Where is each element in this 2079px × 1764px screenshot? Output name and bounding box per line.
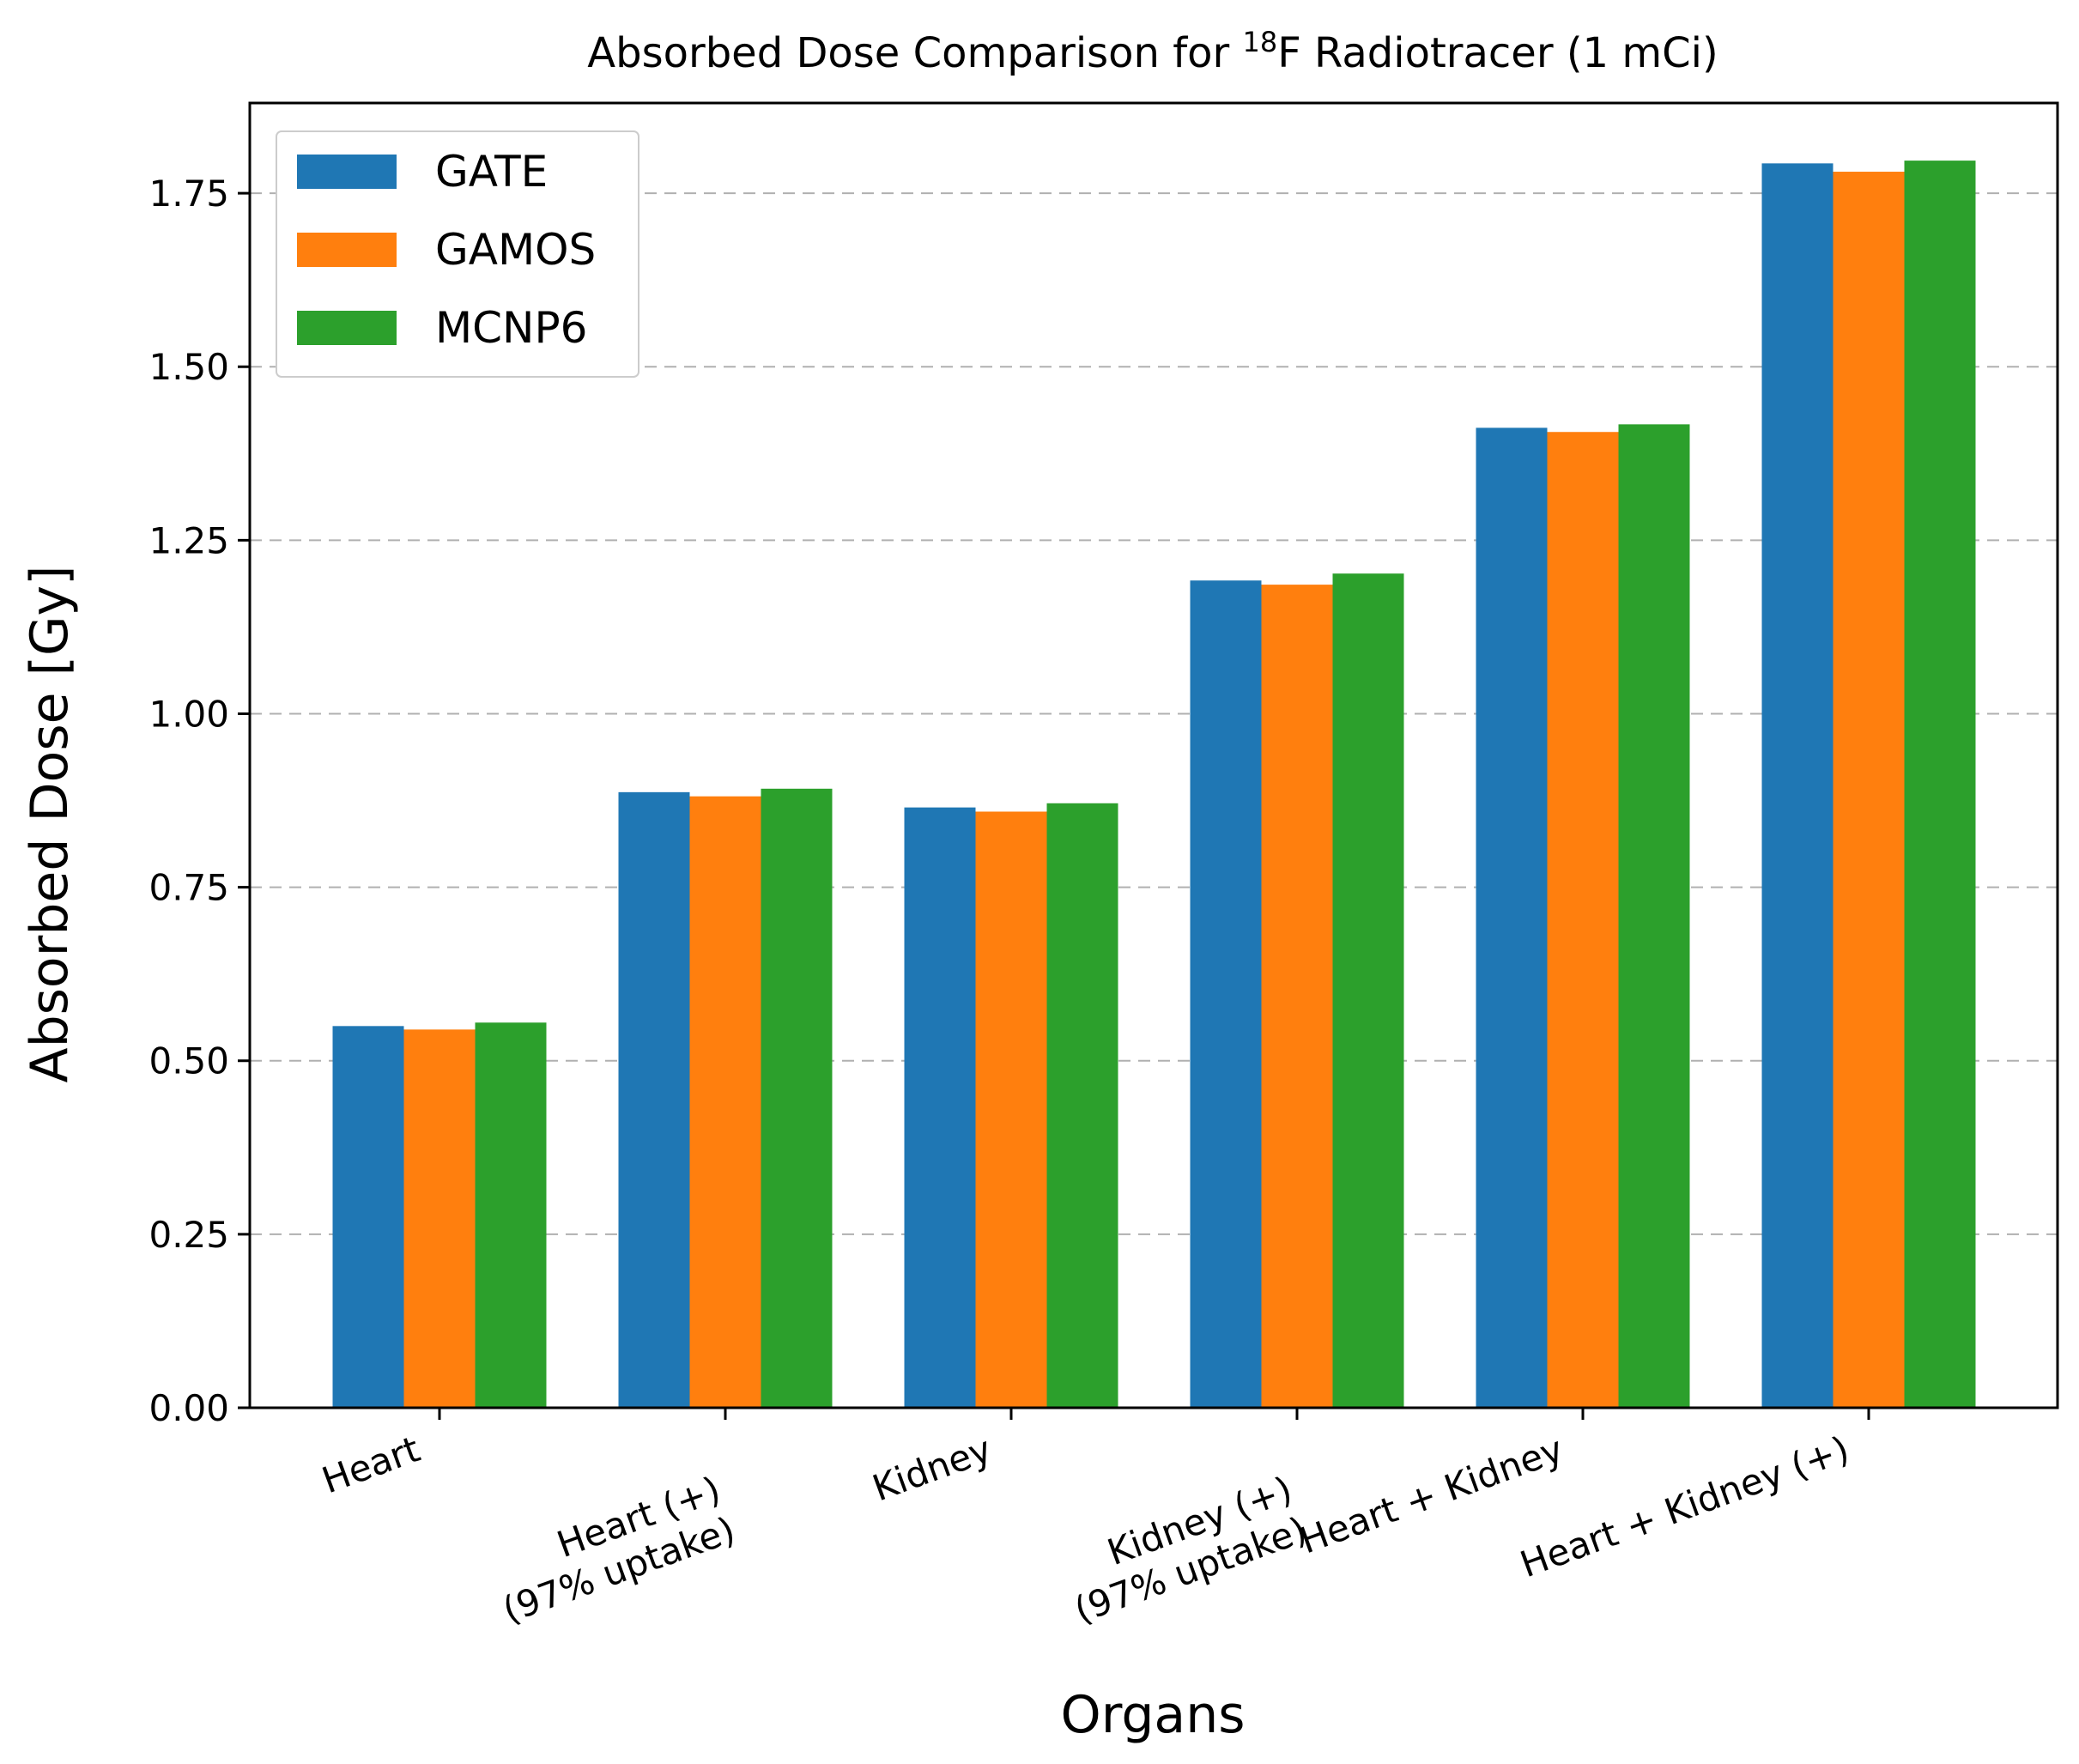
- legend-swatch-gamos: [297, 233, 397, 267]
- x-tick-label-line: Kidney: [867, 1428, 997, 1509]
- chart-title-suffix: F Radiotracer (1 mCi): [1277, 29, 1718, 77]
- bar-gate: [1190, 580, 1262, 1408]
- x-tick-label: Heart: [317, 1428, 426, 1501]
- legend-swatch-mcnp6: [297, 311, 397, 345]
- bars: [332, 161, 1976, 1409]
- bar-gamos: [1261, 585, 1333, 1408]
- bar-gamos: [689, 796, 761, 1408]
- bar-gate: [332, 1026, 404, 1408]
- bar-gate: [1476, 427, 1548, 1409]
- x-tick-label-line: Heart: [317, 1428, 426, 1501]
- y-tick-label: 1.25: [148, 519, 229, 561]
- chart-title: Absorbed Dose Comparison for 18F Radiotr…: [587, 26, 1718, 77]
- y-tick-label: 0.00: [148, 1387, 229, 1429]
- bar-gamos: [975, 811, 1047, 1408]
- bar-gamos: [1547, 432, 1619, 1409]
- legend: GATE GAMOS MCNP6: [276, 130, 639, 378]
- bar-mcnp6: [1618, 424, 1690, 1408]
- chart-title-prefix: Absorbed Dose Comparison for: [587, 29, 1242, 77]
- bar-mcnp6: [1332, 573, 1404, 1408]
- x-axis: Heart Heart (+)(97% uptake) Kidney Kidney (…: [317, 1408, 1870, 1631]
- y-tick-label: 1.00: [148, 693, 229, 735]
- y-tick-label: 0.25: [148, 1214, 229, 1256]
- legend-label-gamos: GAMOS: [435, 225, 596, 275]
- bar-gate: [1761, 163, 1834, 1408]
- bar-mcnp6: [1904, 161, 1976, 1408]
- plot-frame: [248, 101, 2059, 1409]
- x-tick-label: Kidney (+)(97% uptake): [1054, 1468, 1312, 1631]
- bar-gate: [904, 807, 976, 1408]
- y-axis: 0.00 0.25 0.50 0.75 1.00 1.25 1.50 1.75: [148, 173, 250, 1429]
- x-tick-label: Heart (+)(97% uptake): [482, 1468, 740, 1631]
- y-tick-label: 1.75: [148, 173, 229, 215]
- bar-mcnp6: [475, 1022, 547, 1408]
- x-axis-label: Organs: [1061, 1685, 1246, 1745]
- bar-mcnp6: [761, 788, 833, 1408]
- y-tick-label: 0.75: [148, 867, 229, 909]
- legend-swatch-gate: [297, 155, 397, 189]
- y-tick-label: 0.50: [148, 1040, 229, 1082]
- x-tick-label: Heart + Kidney (+): [1515, 1428, 1855, 1585]
- bar-gamos: [403, 1029, 476, 1408]
- y-tick-label: 1.50: [148, 346, 229, 388]
- bar-gamos: [1833, 172, 1905, 1408]
- chart-title-superscript: 18: [1242, 26, 1277, 58]
- legend-label-gate: GATE: [435, 147, 548, 197]
- legend-label-mcnp6: MCNP6: [435, 303, 587, 353]
- bar-gate: [618, 791, 690, 1408]
- x-tick-label: Kidney: [867, 1428, 997, 1509]
- x-tick-label-line: Heart + Kidney (+): [1515, 1428, 1855, 1585]
- bar-mcnp6: [1046, 803, 1118, 1408]
- y-axis-label: Absorbed Dose [Gy]: [20, 566, 80, 1083]
